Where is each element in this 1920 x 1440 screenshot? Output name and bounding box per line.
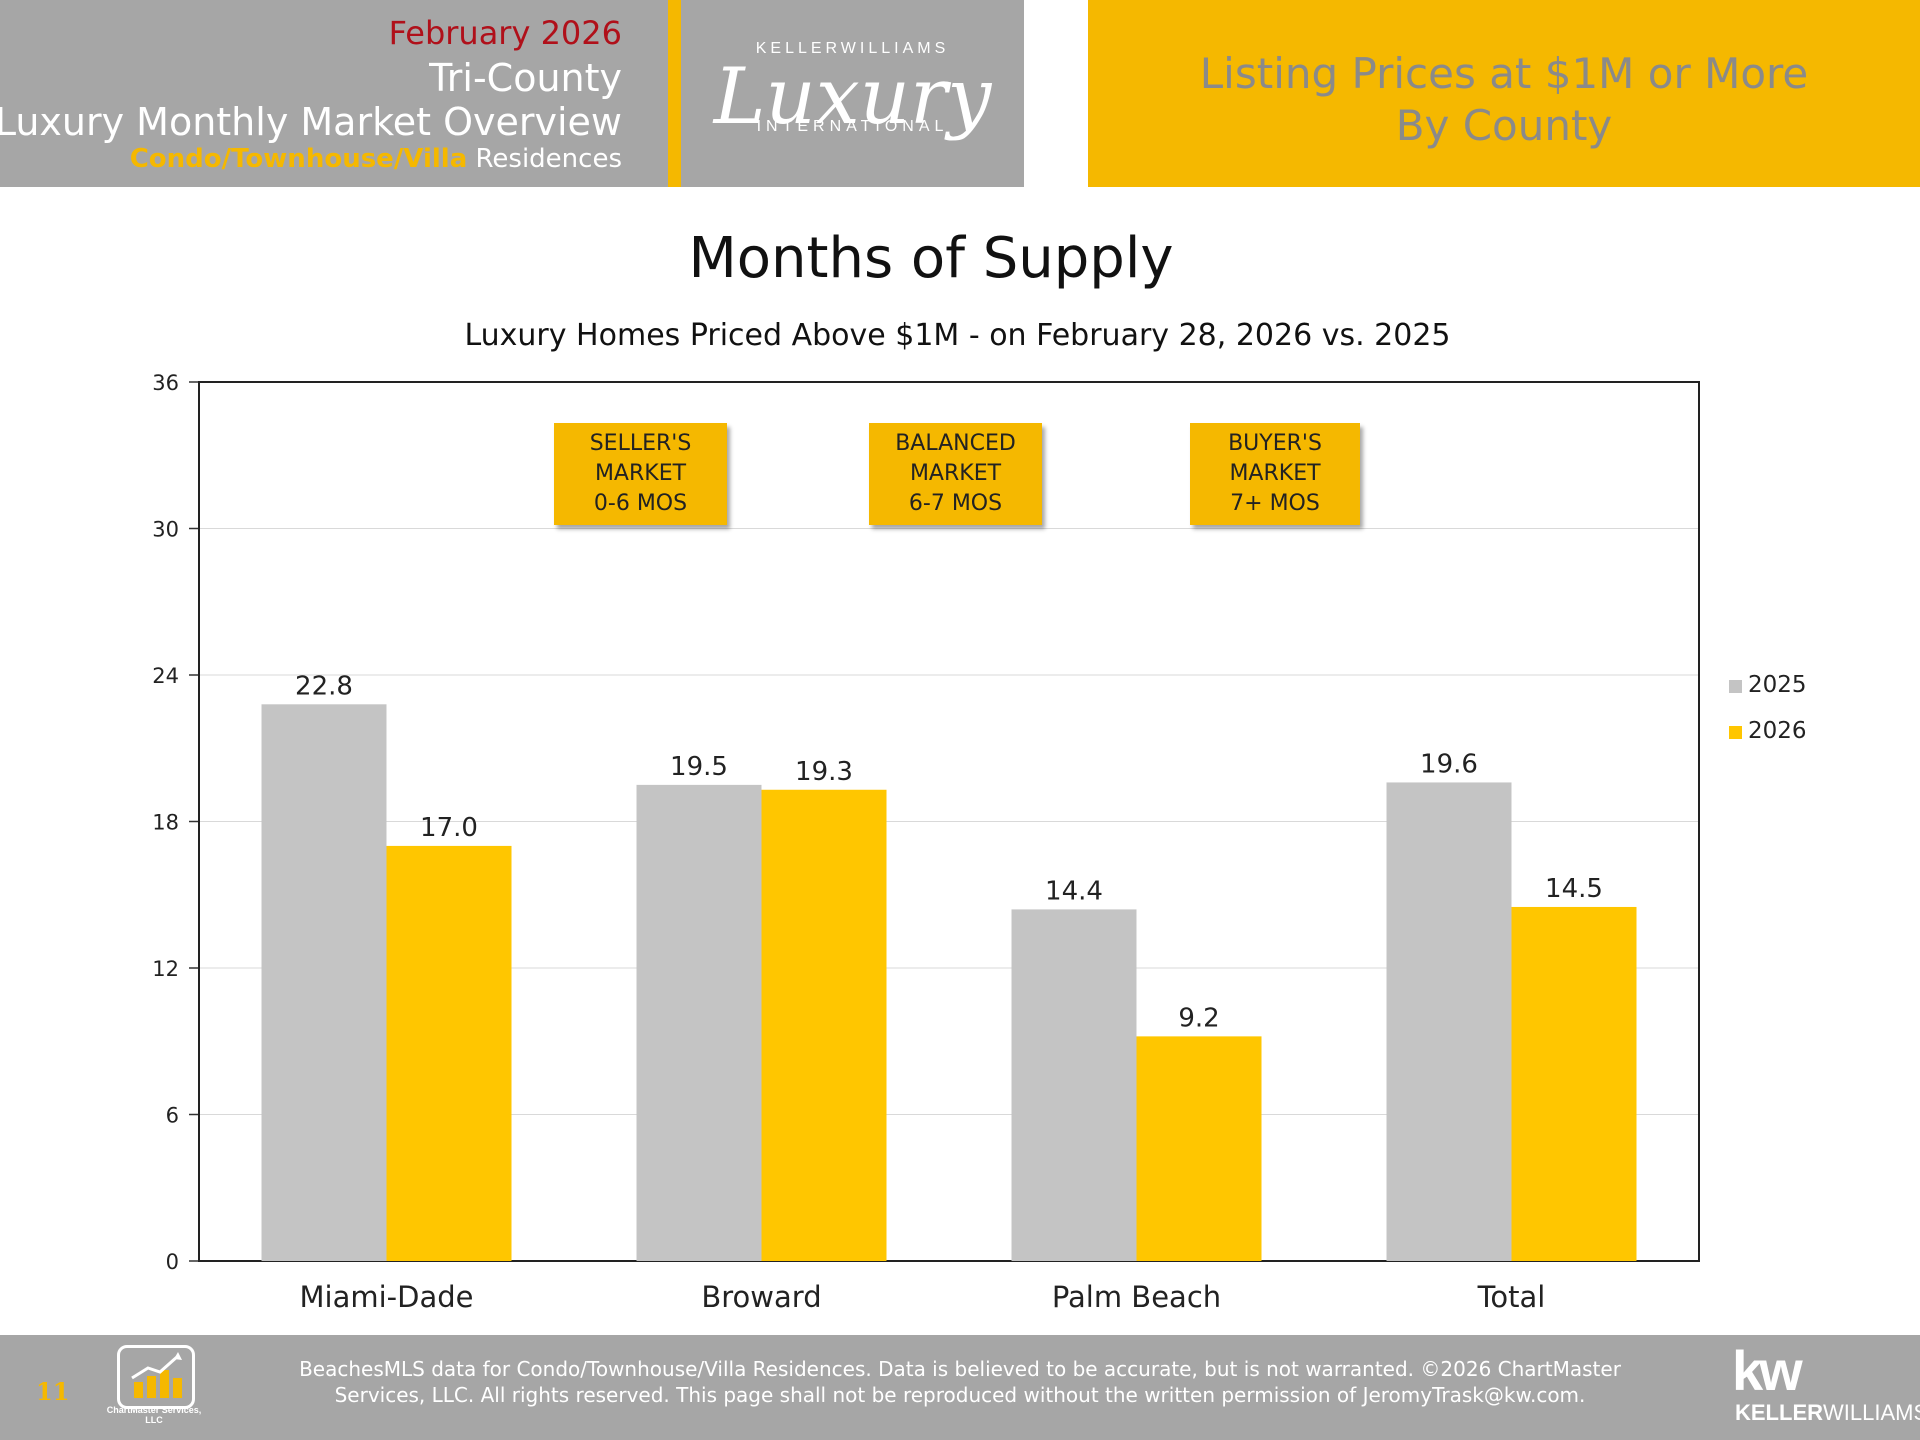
page-number: 11	[36, 1377, 70, 1406]
kw-luxury-logo-top: KELLERWILLIAMS	[755, 40, 950, 57]
x-category-label: Palm Beach	[1052, 1280, 1221, 1314]
kw-luxury-logo-bottom: INTERNATIONAL	[756, 118, 949, 135]
data-label: 22.8	[295, 671, 353, 701]
bar-2025	[261, 704, 387, 1261]
x-category-label: Total	[1477, 1280, 1546, 1314]
section-heading-line1: Listing Prices at $1M or More	[1199, 49, 1809, 98]
callout-line: 0-6 MOS	[593, 491, 688, 516]
header-logo-panel	[681, 0, 1024, 187]
bar-chart-icon	[131, 1352, 182, 1398]
bar-2026	[386, 845, 512, 1261]
disclaimer-line1: BeachesMLS data for Condo/Townhouse/Vill…	[299, 1357, 1621, 1381]
plot-area-frame	[198, 381, 1700, 1262]
property-type-rest: Residences	[475, 144, 622, 174]
chart-title: Months of Supply	[688, 226, 1174, 291]
legend-label-2026: 2026	[1748, 718, 1807, 744]
disclaimer-line2: Services, LLC. All rights reserved. This…	[334, 1383, 1586, 1407]
data-label: 17.0	[420, 813, 478, 843]
callout-line: MARKET	[594, 461, 687, 486]
callout-buyers-market: BUYER'S MARKET 7+ MOS	[1190, 423, 1360, 525]
callout-line: 6-7 MOS	[908, 491, 1003, 516]
report-title: Luxury Monthly Market Overview	[0, 100, 622, 144]
callout-sellers-market: SELLER'S MARKET 0-6 MOS	[554, 423, 727, 525]
y-tick-label: 6	[166, 1104, 179, 1128]
bar-2026	[1511, 906, 1637, 1261]
footer-bar	[0, 1335, 1920, 1440]
header-left-panel	[0, 0, 668, 187]
property-type: Condo/Townhouse/Villa Residences	[130, 144, 622, 174]
section-heading-line2: By County	[1395, 101, 1613, 150]
callout-line: 7+ MOS	[1230, 491, 1320, 516]
report-date: February 2026	[388, 14, 622, 52]
callout-line: SELLER'S	[589, 431, 692, 456]
data-label: 14.4	[1045, 876, 1103, 906]
footer-disclaimer: BeachesMLS data for Condo/Townhouse/Vill…	[240, 1356, 1680, 1408]
data-label: 19.6	[1420, 749, 1478, 779]
data-label: 19.3	[795, 757, 853, 787]
kw-luxury-logo-script: Luxury	[713, 52, 992, 142]
chartmaster-logo-icon	[117, 1345, 195, 1409]
y-tick-label: 12	[152, 957, 179, 981]
callout-line: BUYER'S	[1228, 431, 1322, 456]
chart-subtitle: Luxury Homes Priced Above $1M - on Febru…	[464, 318, 1451, 353]
y-tick-label: 18	[152, 811, 179, 835]
callout-line: BALANCED	[895, 431, 1016, 456]
callout-line: MARKET	[1229, 461, 1321, 486]
callout-line: MARKET	[909, 461, 1002, 486]
y-tick-label: 24	[152, 664, 179, 688]
legend-swatch-2025	[1729, 680, 1742, 693]
header-right-panel	[1088, 0, 1920, 187]
y-tick-label: 30	[152, 518, 179, 542]
kw-wordmark-rest: WILLIAMS.	[1823, 1400, 1920, 1425]
property-type-highlight: Condo/Townhouse/Villa	[129, 144, 468, 174]
x-category-label: Miami-Dade	[300, 1280, 474, 1314]
legend-swatch-2026	[1729, 726, 1742, 739]
chartmaster-name: ChartMaster Services, LLC	[106, 1405, 202, 1425]
data-label: 14.5	[1545, 874, 1603, 904]
report-region: Tri-County	[429, 56, 622, 100]
bar-2026	[761, 789, 887, 1261]
y-tick-label: 36	[152, 371, 179, 395]
y-tick-label: 0	[166, 1250, 179, 1274]
section-heading: Listing Prices at $1M or More By County	[1088, 48, 1920, 152]
kw-wordmark-bold: KELLER	[1735, 1400, 1823, 1425]
bar-2026	[1136, 1036, 1262, 1261]
kw-logo-mark: kw	[1732, 1339, 1803, 1402]
x-category-label: Broward	[701, 1280, 821, 1314]
bar-2025	[1386, 782, 1512, 1261]
data-label: 19.5	[670, 752, 728, 782]
header-accent-stripe	[668, 0, 681, 187]
data-label: 9.2	[1178, 1003, 1219, 1033]
bar-2025	[636, 784, 762, 1261]
legend-label-2025: 2025	[1748, 672, 1807, 698]
bar-2025	[1011, 909, 1137, 1261]
kw-wordmark: KELLERWILLIAMS.	[1735, 1400, 1920, 1426]
callout-balanced-market: BALANCED MARKET 6-7 MOS	[869, 423, 1042, 525]
